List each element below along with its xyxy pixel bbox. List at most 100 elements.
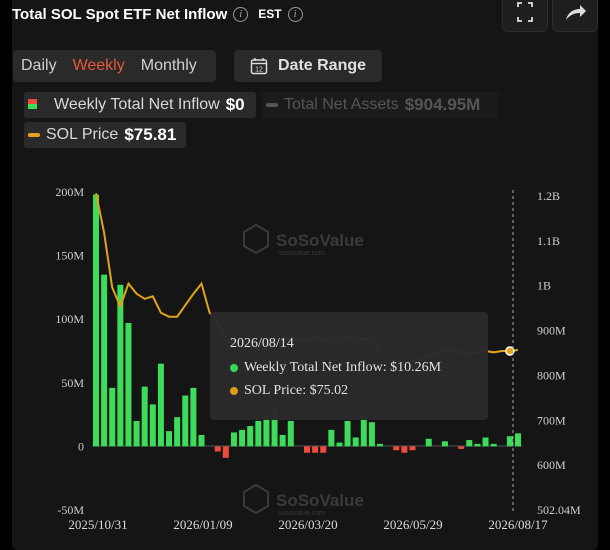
share-icon [566, 5, 586, 20]
inflow-bar[interactable] [247, 426, 254, 447]
right-tick-label: 1B [537, 279, 551, 293]
right-tick-label: 1.2B [537, 189, 560, 203]
inflow-bar[interactable] [328, 429, 335, 447]
hover-point[interactable] [505, 346, 515, 356]
inflow-bar[interactable] [368, 422, 375, 447]
legend-assets-label: Total Net Assets [284, 96, 399, 113]
left-axis: 200M 150M 100M 50M 0 -50M [55, 185, 84, 517]
right-tick-label: 1.1B [537, 234, 560, 248]
bars [93, 194, 521, 458]
legend-total-net-assets[interactable]: Total Net Assets $904.95M [262, 92, 498, 118]
tab-daily[interactable]: Daily [21, 57, 57, 74]
inflow-bar[interactable] [239, 429, 246, 447]
fullscreen-button[interactable] [502, 0, 548, 32]
inflow-bar[interactable] [198, 434, 205, 447]
inflow-bar[interactable] [441, 441, 448, 447]
inflow-bar[interactable] [214, 446, 221, 452]
inflow-bar[interactable] [320, 446, 327, 453]
right-tick-label: 700M [537, 413, 566, 427]
inflow-bar[interactable] [401, 446, 408, 453]
right-tick-label: 800M [537, 368, 566, 382]
inflow-bar[interactable] [287, 420, 294, 447]
inflow-bar[interactable] [360, 415, 367, 447]
inflow-bar[interactable] [352, 437, 359, 447]
legend-price-value: $75.81 [124, 125, 177, 144]
tooltip-date: 2026/08/14 [230, 336, 294, 351]
x-tick-label: 2026/01/09 [173, 517, 232, 532]
inflow-bar[interactable] [230, 432, 237, 447]
chart-header: Total SOL Spot ETF Net Inflow i EST i [12, 4, 303, 24]
calendar-day: 12 [255, 67, 263, 74]
inflow-bar[interactable] [344, 420, 351, 447]
watermarks: SoSoValuesosovalue.comSoSoValuesosovalue… [243, 223, 364, 517]
period-tabs: Daily Weekly Monthly [13, 50, 216, 82]
tooltip-inflow-dot [230, 364, 238, 372]
x-tick-label: 2026/08/17 [488, 517, 548, 532]
inflow-bar[interactable] [304, 446, 310, 453]
price-legend-icon [28, 133, 40, 137]
line-legend-icon [266, 103, 278, 107]
inflow-bar[interactable] [117, 284, 124, 447]
tooltip-price-dot [230, 387, 238, 395]
tab-weekly[interactable]: Weekly [72, 57, 125, 74]
left-tick-label: -50M [57, 503, 84, 517]
inflow-bar[interactable] [93, 194, 99, 447]
inflow-bar[interactable] [409, 446, 416, 451]
tab-monthly[interactable]: Monthly [140, 57, 197, 74]
inflow-bar[interactable] [101, 274, 108, 447]
inflow-bar[interactable] [109, 387, 116, 447]
x-tick-label: 2026/03/20 [278, 517, 337, 532]
inflow-bar[interactable] [377, 443, 384, 447]
info-icon[interactable]: i [233, 6, 249, 22]
inflow-bar[interactable] [336, 442, 343, 447]
inflow-bar[interactable] [474, 443, 481, 447]
inflow-bar[interactable] [515, 433, 521, 447]
date-range-label: Date Range [278, 57, 367, 74]
inflow-bar[interactable] [482, 437, 489, 447]
inflow-bar[interactable] [166, 431, 173, 447]
right-axis: 1.2B 1.1B 1B 900M 800M 700M 600M 502.04M [537, 189, 581, 517]
share-button[interactable] [552, 0, 598, 32]
left-tick-label: 50M [61, 376, 84, 390]
legend-sol-price[interactable]: SOL Price $75.81 [24, 122, 186, 148]
left-tick-label: 200M [55, 185, 84, 199]
inflow-bar[interactable] [279, 434, 286, 447]
timezone-label: EST [258, 7, 282, 21]
inflow-bar[interactable] [312, 446, 319, 453]
inflow-bar[interactable] [490, 443, 497, 447]
inflow-bar[interactable] [458, 446, 465, 449]
watermark-url: sosovalue.com [278, 250, 325, 257]
inflow-bar[interactable] [174, 417, 181, 447]
inflow-bar[interactable] [190, 387, 197, 447]
right-tick-label: 502.04M [537, 503, 581, 517]
sosovalue-logo-icon [243, 483, 269, 515]
inflow-bar[interactable] [125, 323, 132, 447]
inflow-bar[interactable] [141, 386, 148, 447]
legend-inflow[interactable]: Weekly Total Net Inflow $0 [24, 92, 256, 118]
x-axis: 2025/10/31 2026/01/09 2026/03/20 2026/05/29… [68, 517, 548, 532]
inflow-bar[interactable] [157, 363, 164, 447]
inflow-bar[interactable] [425, 438, 432, 447]
tooltip-price-row: SOL Price: $75.02 [230, 383, 348, 399]
inflow-bar[interactable] [271, 406, 278, 447]
tooltip-price: SOL Price: $75.02 [244, 383, 349, 398]
inflow-bar[interactable] [466, 440, 473, 447]
legend-assets-value: $904.95M [404, 95, 481, 114]
inflow-bar[interactable] [506, 436, 513, 447]
inflow-bar[interactable] [133, 420, 140, 447]
inflow-bar[interactable] [222, 446, 229, 458]
fullscreen-icon [517, 2, 533, 22]
left-tick-label: 0 [78, 439, 84, 453]
inflow-bar[interactable] [393, 446, 400, 451]
date-range-button[interactable]: 12 Date Range [234, 50, 382, 82]
inflow-bar[interactable] [255, 420, 262, 447]
inflow-bar[interactable] [149, 404, 156, 447]
inflow-bar[interactable] [263, 415, 270, 447]
legend-inflow-value: $0 [225, 95, 245, 114]
timezone-info-icon[interactable]: i [287, 6, 303, 22]
inflow-bar[interactable] [182, 395, 189, 447]
bar-legend-icon [28, 99, 37, 109]
x-tick-label: 2026/05/29 [383, 517, 442, 532]
